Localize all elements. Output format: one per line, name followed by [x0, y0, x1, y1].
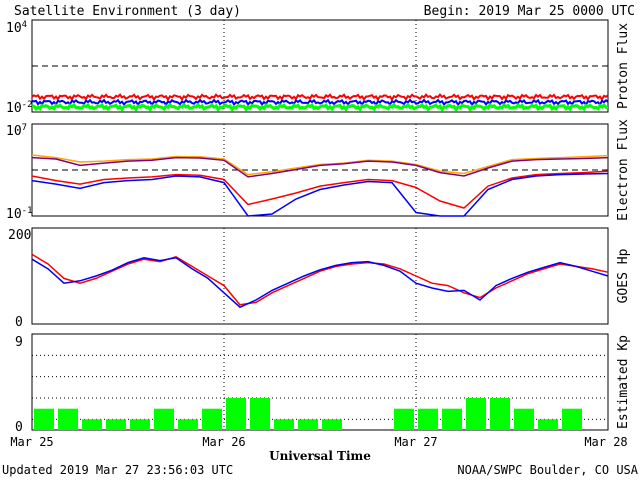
kp-ylabel: Estimated Kp — [616, 335, 631, 429]
kp-frame — [31, 333, 609, 431]
kp-bar — [154, 408, 174, 430]
kp-bar — [394, 408, 414, 430]
x-axis: Mar 25 Mar 26 Mar 27 Mar 28 Universal Ti… — [10, 435, 627, 463]
proton-series-blue — [31, 98, 609, 107]
electron-ylabel: Electron Flux — [616, 119, 631, 221]
chart-title: Satellite Environment (3 day) — [14, 4, 241, 19]
goes-series-blue — [31, 257, 609, 309]
begin-time: Begin: 2019 Mar 25 0000 UTC — [424, 4, 635, 19]
electron-series-purple — [31, 156, 609, 178]
kp-bar — [490, 398, 510, 430]
kp-bar — [130, 419, 150, 430]
kp-bar — [178, 419, 198, 430]
kp-bar — [250, 398, 270, 430]
electron-series-red — [31, 170, 609, 209]
proton-ytick-top: 104 — [6, 20, 27, 36]
kp-bar — [538, 419, 558, 430]
plot-layer — [31, 20, 609, 430]
x-tick-label: Mar 26 — [202, 435, 245, 449]
x-tick-label: Mar 27 — [394, 435, 437, 449]
updated-time: Updated 2019 Mar 27 23:56:03 UTC — [2, 463, 233, 477]
electron-flux-panel: 107 10-1 Electron Flux — [6, 119, 631, 222]
proton-ylabel: Proton Flux — [616, 23, 631, 109]
kp-bar — [298, 419, 318, 430]
kp-bar — [562, 408, 582, 430]
kp-ytick-bottom: 0 — [15, 420, 23, 435]
kp-bar — [226, 398, 246, 430]
kp-bar — [202, 408, 222, 430]
proton-series-red — [31, 93, 609, 102]
goes-series-red — [31, 253, 609, 306]
kp-bar — [58, 408, 78, 430]
kp-bar — [34, 408, 54, 430]
kp-panel: 9 0 Estimated Kp — [15, 333, 631, 435]
x-tick-label: Mar 28 — [584, 435, 627, 449]
proton-series-green — [31, 102, 608, 113]
credit: NOAA/SWPC Boulder, CO USA — [457, 463, 638, 477]
electron-flux-frame — [31, 123, 609, 217]
electron-ytick-bottom: 10-1 — [6, 206, 33, 222]
kp-bar — [322, 419, 342, 430]
goes-ytick-top: 200 — [8, 228, 31, 243]
kp-bar — [106, 419, 126, 430]
kp-bar — [418, 408, 438, 430]
kp-bar — [82, 419, 102, 430]
kp-bar — [466, 398, 486, 430]
kp-ytick-top: 9 — [15, 335, 23, 350]
goes-hp-panel: 200 0 GOES Hp — [8, 227, 631, 330]
electron-series-blue — [31, 172, 609, 217]
electron-ytick-top: 107 — [6, 123, 27, 139]
goes-ytick-bottom: 0 — [15, 315, 23, 330]
electron-series-orange — [31, 154, 609, 176]
proton-flux-panel: 104 10-2 Proton Flux — [6, 19, 631, 116]
kp-bar — [442, 408, 462, 430]
kp-bar — [514, 408, 534, 430]
proton-ytick-bottom: 10-2 — [6, 100, 33, 116]
x-axis-title: Universal Time — [269, 449, 371, 463]
x-tick-label: Mar 25 — [10, 435, 53, 449]
kp-bar — [274, 419, 294, 430]
goes-ylabel: GOES Hp — [616, 248, 631, 303]
